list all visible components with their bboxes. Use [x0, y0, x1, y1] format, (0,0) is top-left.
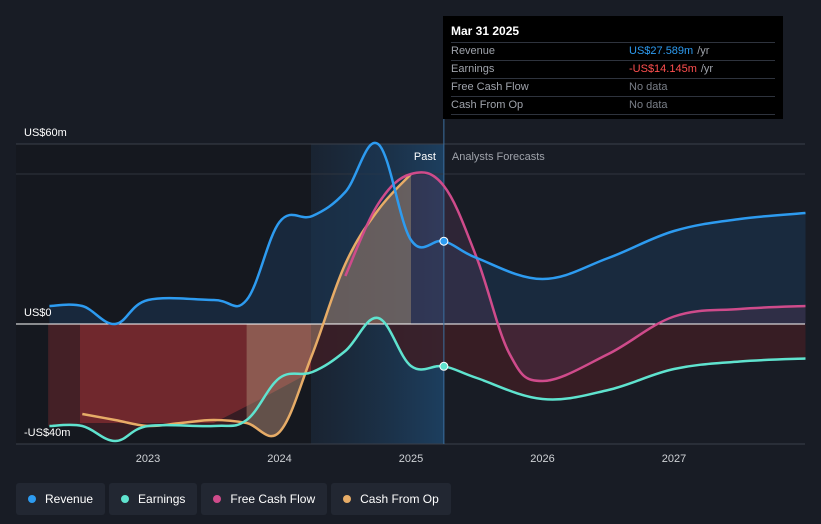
legend: Revenue Earnings Free Cash Flow Cash Fro…	[16, 483, 451, 515]
earnings-dot-icon	[121, 495, 130, 503]
legend-cash-from-op[interactable]: Cash From Op	[331, 483, 451, 515]
tooltip-value: -US$14.145m	[629, 63, 697, 75]
earnings-now-marker	[439, 361, 449, 371]
cash-from-op-line	[82, 173, 412, 438]
tooltip-label: Cash From Op	[451, 99, 524, 111]
fcf-dot-icon	[213, 495, 222, 503]
legend-free-cash-flow[interactable]: Free Cash Flow	[201, 483, 328, 515]
fcf-area	[411, 174, 806, 381]
y-label-top: US$60m	[24, 127, 67, 139]
cfo-dot-icon	[343, 495, 352, 503]
tooltip-row-cfo: Cash From Op No data	[451, 96, 775, 115]
legend-earnings[interactable]: Earnings	[109, 483, 198, 515]
section-label-past: Past	[414, 151, 436, 163]
revenue-area	[49, 142, 806, 325]
legend-label: Earnings	[138, 492, 186, 506]
legend-revenue[interactable]: Revenue	[16, 483, 106, 515]
revenue-dot-icon	[28, 495, 36, 503]
cash-from-op-area	[246, 174, 411, 437]
legend-label: Free Cash Flow	[230, 492, 316, 506]
revenue-now-marker	[439, 236, 449, 246]
tooltip-label: Free Cash Flow	[451, 81, 529, 93]
legend-label: Revenue	[45, 492, 94, 506]
tooltip-unit: /yr	[697, 45, 710, 57]
tooltip-row-revenue: Revenue US$27.589m /yr	[451, 42, 775, 60]
tooltip-row-fcf: Free Cash Flow No data	[451, 78, 775, 96]
x-tick-label: 2026	[530, 453, 554, 465]
x-tick-label: 2023	[136, 453, 160, 465]
tooltip-value: No data	[629, 81, 668, 93]
section-label-forecast: Analysts Forecasts	[452, 151, 545, 163]
free-cash-flow-line	[344, 171, 806, 383]
x-tick-label: 2024	[267, 453, 291, 465]
revenue-line	[49, 141, 806, 326]
x-tick-label: 2027	[662, 453, 686, 465]
earnings-line	[49, 316, 806, 443]
y-label-zero: US$0	[24, 307, 52, 319]
tooltip-unit: /yr	[700, 63, 714, 75]
tooltip-row-earnings: Earnings -US$14.145m /yr	[451, 60, 775, 78]
tooltip-label: Earnings	[451, 63, 495, 75]
x-tick-label: 2025	[399, 453, 423, 465]
loss-edge-area	[48, 324, 80, 426]
tooltip-value: No data	[629, 99, 668, 111]
y-label-bottom: -US$40m	[24, 427, 70, 439]
tooltip-label: Revenue	[451, 45, 496, 57]
legend-label: Cash From Op	[360, 492, 439, 506]
financial-chart: US$60m US$0 -US$40m 2023 2024 2025 2026 2027 Pas…	[16, 94, 806, 465]
tooltip: Mar 31 2025 Revenue US$27.589m /yr Earni…	[443, 16, 783, 119]
tooltip-date: Mar 31 2025	[451, 24, 520, 38]
tooltip-value: US$27.589m	[629, 45, 694, 57]
